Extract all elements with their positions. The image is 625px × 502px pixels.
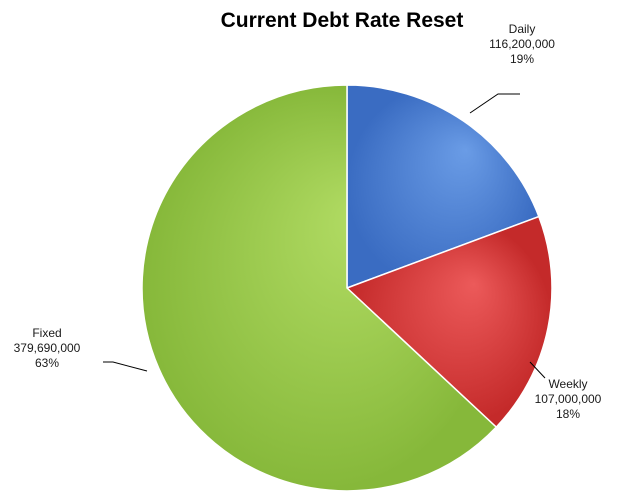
data-label-fixed-name: Fixed (32, 326, 61, 340)
chart-title: Current Debt Rate Reset (221, 9, 464, 32)
leader-line-fixed (103, 361, 148, 372)
data-label-daily: Daily 116,200,000 19% (489, 22, 555, 66)
data-label-daily-percent: 19% (510, 52, 534, 66)
pie-slices (141, 84, 553, 492)
data-label-weekly-value: 107,000,000 (535, 392, 602, 406)
data-label-fixed-percent: 63% (35, 356, 59, 370)
pie-slice-fixed (141, 84, 498, 492)
leader-line-weekly (529, 361, 546, 379)
data-label-fixed-value: 379,690,000 (14, 341, 81, 355)
data-label-daily-name: Daily (509, 22, 536, 36)
data-label-weekly: Weekly 107,000,000 18% (535, 377, 602, 421)
pie-slice-weekly (345, 215, 553, 429)
data-label-weekly-name: Weekly (548, 377, 587, 391)
data-label-fixed: Fixed 379,690,000 63% (14, 326, 81, 370)
leader-line-daily (469, 93, 520, 114)
pie-slice-daily (346, 84, 540, 290)
slice-labels: Daily 116,200,000 19% Weekly 107,000,000 18% F… (14, 22, 602, 421)
data-label-daily-value: 116,200,000 (489, 37, 555, 51)
data-label-weekly-percent: 18% (556, 407, 580, 421)
